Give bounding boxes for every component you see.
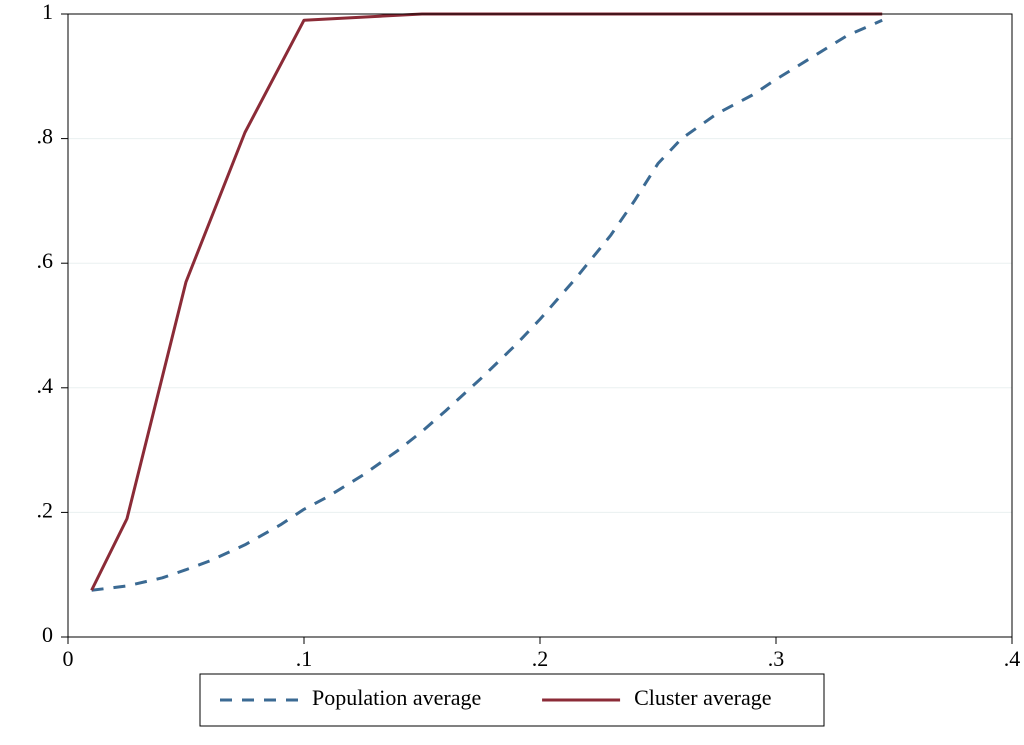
y-tick-label: .8 — [37, 124, 54, 149]
power-chart: 0.2.4.6.810.1.2.3.4Effect sizePopulation… — [0, 0, 1024, 745]
y-tick-label: .6 — [37, 248, 54, 273]
y-tick-label: .4 — [37, 373, 54, 398]
x-tick-label: .2 — [532, 646, 549, 671]
chart-svg: 0.2.4.6.810.1.2.3.4Effect sizePopulation… — [0, 0, 1024, 745]
x-tick-label: .3 — [768, 646, 785, 671]
legend-label: Population average — [312, 685, 481, 710]
y-tick-label: 1 — [42, 0, 53, 24]
x-tick-label: .4 — [1004, 646, 1021, 671]
y-tick-label: .2 — [37, 497, 54, 522]
legend-label: Cluster average — [634, 685, 771, 710]
x-tick-label: 0 — [63, 646, 74, 671]
x-tick-label: .1 — [296, 646, 313, 671]
y-tick-label: 0 — [42, 622, 53, 647]
